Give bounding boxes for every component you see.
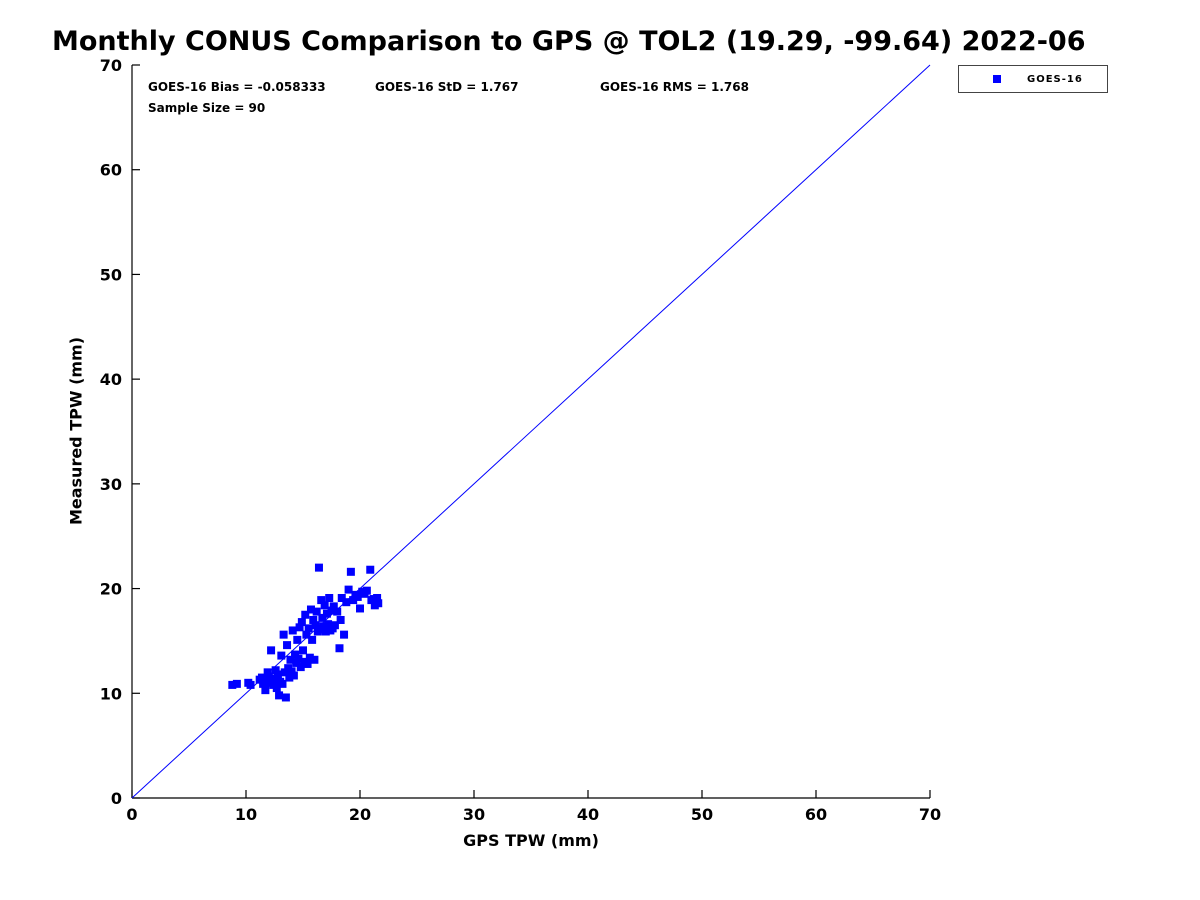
scatter-point bbox=[270, 676, 279, 685]
scatter-point bbox=[246, 680, 255, 689]
scatter-point bbox=[325, 593, 334, 602]
scatter-point bbox=[297, 618, 306, 627]
scatter-point bbox=[309, 615, 318, 624]
y-tick-label: 60 bbox=[100, 161, 122, 180]
scatter-point bbox=[228, 680, 237, 689]
scatter-point bbox=[279, 630, 288, 639]
scatter-point bbox=[333, 607, 342, 616]
scatter-point bbox=[291, 650, 300, 659]
scatter-point bbox=[356, 604, 364, 613]
scatter-point bbox=[263, 668, 272, 677]
scatter-point bbox=[267, 646, 276, 655]
scatter-point bbox=[324, 620, 333, 629]
stat-std: GOES-16 StD = 1.767 bbox=[375, 80, 519, 94]
y-tick-label: 40 bbox=[100, 370, 122, 389]
scatter-point bbox=[294, 654, 303, 663]
scatter-point bbox=[322, 609, 331, 618]
legend-marker-square-icon bbox=[993, 75, 1001, 83]
scatter-point bbox=[308, 635, 317, 644]
scatter-point bbox=[346, 567, 355, 576]
scatter-point bbox=[314, 563, 323, 572]
y-tick-label: 70 bbox=[100, 56, 122, 75]
scatter-point bbox=[310, 655, 319, 664]
y-axis-label: Measured TPW (mm) bbox=[66, 336, 86, 526]
scatter-point bbox=[329, 602, 338, 611]
scatter-point bbox=[311, 621, 320, 630]
x-tick-label: 50 bbox=[691, 805, 713, 824]
y-tick-label: 50 bbox=[100, 265, 122, 284]
scatter-point bbox=[299, 646, 307, 655]
scatter-point bbox=[278, 679, 287, 688]
scatter-point bbox=[353, 592, 362, 601]
legend-box: GOES-16 bbox=[958, 65, 1108, 93]
x-tick-label: 60 bbox=[805, 805, 827, 824]
scatter-point bbox=[272, 684, 281, 693]
scatter-point bbox=[257, 673, 266, 682]
scatter-point bbox=[335, 644, 344, 653]
x-tick-label: 20 bbox=[349, 805, 371, 824]
scatter-point bbox=[296, 663, 305, 672]
scatter-point bbox=[292, 658, 301, 667]
scatter-point bbox=[306, 605, 315, 614]
scatter-point bbox=[318, 613, 327, 622]
scatter-point bbox=[289, 671, 298, 680]
scatter-point bbox=[277, 651, 286, 660]
scatter-point bbox=[344, 585, 353, 594]
stat-bias: GOES-16 Bias = -0.058333 bbox=[148, 80, 326, 94]
scatter-point bbox=[281, 693, 290, 702]
scatter-point bbox=[302, 630, 311, 639]
scatter-point bbox=[349, 596, 358, 605]
scatter-point bbox=[366, 565, 375, 574]
chart-title: Monthly CONUS Comparison to GPS @ TOL2 (… bbox=[52, 26, 1086, 57]
scatter-point bbox=[327, 606, 336, 615]
y-tick-label: 30 bbox=[100, 475, 122, 494]
scatter-point bbox=[317, 596, 326, 605]
scatter-point bbox=[312, 607, 321, 616]
scatter-point bbox=[330, 621, 339, 630]
y-tick-label: 20 bbox=[100, 580, 122, 599]
scatter-point bbox=[304, 624, 313, 633]
scatter-point bbox=[232, 679, 241, 688]
scatter-point bbox=[362, 586, 371, 595]
x-tick-label: 70 bbox=[919, 805, 941, 824]
x-axis-label: GPS TPW (mm) bbox=[463, 831, 599, 850]
scatter-point bbox=[373, 593, 382, 602]
scatter-point bbox=[293, 635, 302, 644]
scatter-point bbox=[275, 691, 284, 700]
stat-sample-size: Sample Size = 90 bbox=[148, 101, 266, 115]
stat-rms: GOES-16 RMS = 1.768 bbox=[600, 80, 749, 94]
scatter-point bbox=[319, 622, 328, 631]
scatter-point bbox=[374, 599, 383, 608]
x-tick-label: 10 bbox=[235, 805, 257, 824]
scatter-point bbox=[336, 615, 345, 624]
scatter-point bbox=[320, 601, 329, 610]
scatter-point bbox=[303, 659, 312, 668]
y-tick-label: 10 bbox=[100, 684, 122, 703]
scatter-point bbox=[271, 666, 280, 675]
scatter-point bbox=[337, 593, 346, 602]
scatter-point bbox=[287, 667, 296, 676]
scatter-point bbox=[285, 673, 294, 682]
y-tick-label: 0 bbox=[111, 789, 122, 808]
scatter-point bbox=[286, 655, 295, 664]
legend-label: GOES-16 bbox=[1027, 73, 1083, 85]
x-tick-label: 30 bbox=[463, 805, 485, 824]
scatter-point bbox=[342, 598, 351, 607]
scatter-point bbox=[280, 668, 289, 677]
scatter-point bbox=[273, 670, 282, 679]
scatter-point bbox=[283, 641, 292, 650]
x-tick-label: 0 bbox=[126, 805, 137, 824]
scatter-point bbox=[340, 630, 349, 639]
x-tick-label: 40 bbox=[577, 805, 599, 824]
scatter-point bbox=[288, 626, 297, 635]
scatter-point bbox=[321, 627, 330, 636]
scatter-point bbox=[261, 686, 270, 695]
scatter-point bbox=[301, 610, 310, 619]
scatter-point bbox=[295, 623, 304, 632]
scatter-point bbox=[305, 653, 314, 662]
